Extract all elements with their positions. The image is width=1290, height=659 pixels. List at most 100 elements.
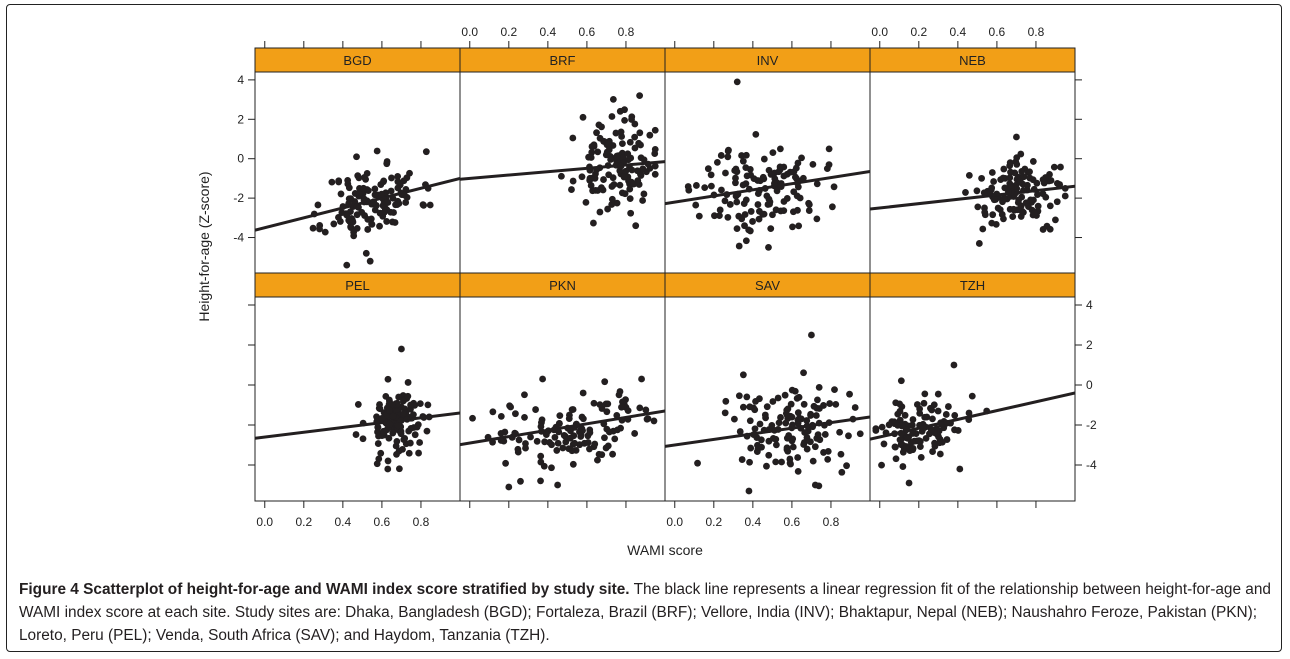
data-point — [562, 438, 570, 446]
data-point — [965, 172, 973, 179]
x-tick-label: 0.8 — [1028, 25, 1045, 39]
data-point — [402, 186, 410, 193]
data-point — [717, 152, 725, 159]
data-point — [573, 420, 580, 428]
data-point — [736, 428, 744, 435]
panel-border — [254, 272, 461, 502]
data-point — [794, 409, 802, 417]
data-point — [1018, 168, 1026, 175]
data-point — [899, 448, 907, 456]
data-point — [974, 203, 982, 211]
data-point — [820, 402, 827, 409]
data-point — [825, 161, 833, 169]
data-point — [613, 412, 621, 419]
data-point — [998, 211, 1006, 218]
lattice-scatterplot: BGD BRF INV NEB PEL PKN SAV TZH 0.0 0.2 0.4 0.6 0.8 0… — [196, 25, 1097, 558]
data-point — [746, 227, 754, 235]
data-point — [380, 178, 387, 186]
data-point — [385, 434, 393, 442]
data-point — [943, 419, 951, 427]
data-point — [593, 166, 600, 174]
y-tick-label: 0 — [237, 152, 244, 166]
data-point — [777, 183, 785, 191]
data-point — [695, 212, 703, 220]
data-point — [1013, 133, 1020, 141]
data-point — [809, 423, 817, 431]
data-point — [771, 180, 778, 187]
data-point — [983, 407, 991, 415]
data-point — [1013, 154, 1021, 162]
data-point — [375, 455, 383, 463]
data-point — [489, 438, 496, 446]
data-point — [809, 160, 817, 168]
data-point — [650, 417, 658, 425]
x-tick-label: 0.4 — [745, 515, 762, 529]
data-point — [1029, 176, 1037, 184]
data-point — [353, 211, 361, 219]
data-point — [794, 206, 801, 214]
data-point — [733, 168, 741, 176]
data-point — [626, 195, 634, 203]
data-point — [851, 404, 859, 411]
data-point — [988, 219, 996, 227]
data-point — [370, 198, 378, 206]
data-point — [1034, 202, 1042, 210]
data-point — [593, 129, 600, 137]
data-point — [565, 415, 573, 423]
x-tick-label: 0.2 — [910, 25, 927, 39]
data-point — [990, 196, 998, 204]
data-point — [415, 449, 422, 457]
data-point — [766, 200, 773, 208]
data-point — [411, 431, 419, 439]
data-point — [386, 407, 393, 414]
data-point — [605, 428, 613, 436]
data-point — [994, 204, 1002, 212]
data-point — [601, 434, 608, 442]
data-point — [1030, 209, 1038, 217]
data-point — [371, 191, 379, 199]
data-point — [378, 190, 386, 198]
data-point — [628, 116, 635, 123]
data-point — [747, 208, 755, 215]
data-point — [843, 462, 850, 470]
data-point — [636, 92, 644, 100]
panel-strip-pel — [254, 272, 461, 298]
data-point — [783, 406, 791, 414]
data-point — [927, 426, 935, 434]
data-point — [538, 427, 545, 435]
data-point — [484, 433, 492, 441]
x-tick-label: 0.2 — [500, 25, 517, 39]
data-point — [785, 432, 793, 439]
data-point — [605, 140, 613, 147]
data-point — [746, 458, 753, 466]
panel-strip-label-neb: NEB — [959, 53, 986, 68]
data-point — [578, 173, 586, 181]
x-tick-label: 0.8 — [413, 515, 430, 529]
data-point — [590, 399, 598, 407]
data-point — [554, 481, 562, 489]
figure-caption: Figure 4 Scatterplot of height-for-age a… — [19, 578, 1275, 647]
data-point — [399, 445, 406, 453]
data-point — [929, 415, 936, 423]
data-point — [694, 459, 701, 467]
data-point — [1009, 213, 1017, 221]
data-point — [426, 201, 434, 209]
data-point — [359, 419, 367, 427]
data-point — [607, 156, 615, 163]
data-point — [378, 415, 386, 422]
data-point — [778, 458, 785, 466]
data-point — [613, 152, 621, 160]
data-point — [395, 465, 403, 473]
data-point — [856, 430, 864, 438]
data-point — [821, 431, 829, 438]
data-point — [380, 208, 388, 216]
data-point — [618, 416, 626, 424]
data-point — [631, 430, 639, 437]
data-point — [588, 148, 596, 156]
data-point — [651, 162, 659, 170]
data-point — [609, 450, 616, 458]
data-point — [742, 164, 750, 172]
data-point — [735, 392, 743, 400]
data-point — [404, 392, 412, 400]
data-point — [825, 419, 833, 427]
